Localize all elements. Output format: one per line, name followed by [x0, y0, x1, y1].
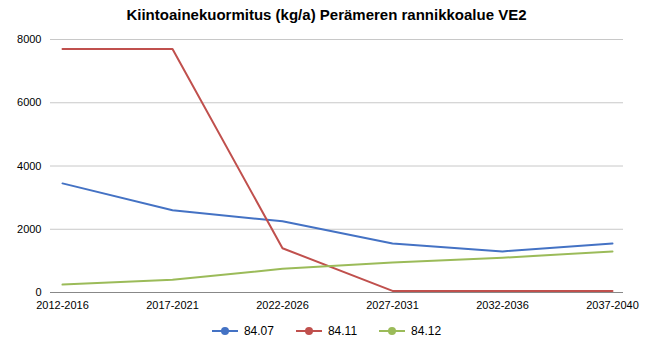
svg-text:0: 0 — [35, 286, 41, 298]
html-text:84.12: 84.12 — [411, 324, 442, 338]
svg-text:2000: 2000 — [17, 223, 41, 235]
svg-text:2027-2031: 2027-2031 — [366, 299, 419, 311]
html-text:84.07: 84.07 — [243, 324, 274, 338]
svg-text:8000: 8000 — [17, 33, 41, 45]
svg-text:2037-2040: 2037-2040 — [586, 299, 639, 311]
svg-text:4000: 4000 — [17, 160, 41, 172]
html-text:84.11: 84.11 — [327, 324, 358, 338]
svg-text:2032-2036: 2032-2036 — [476, 299, 529, 311]
svg-text:2022-2026: 2022-2026 — [256, 299, 309, 311]
svg-text:2017-2021: 2017-2021 — [146, 299, 199, 311]
svg-text:2012-2016: 2012-2016 — [36, 299, 89, 311]
svg-text:6000: 6000 — [17, 96, 41, 108]
html-text:Kiintoainekuormitus (kg/a) Per: Kiintoainekuormitus (kg/a) Perämeren ran… — [126, 6, 527, 23]
